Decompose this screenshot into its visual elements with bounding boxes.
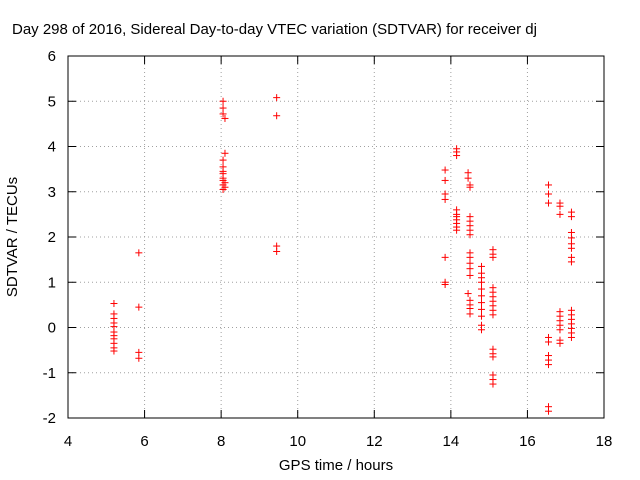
x-tick-label: 16 [519,433,536,450]
y-tick-label: -2 [43,410,56,427]
x-tick-label: 12 [366,433,383,450]
data-point [466,265,474,273]
data-point [477,285,485,293]
x-tick-label: 18 [596,433,613,450]
data-point [273,94,281,102]
data-point [544,199,552,207]
y-tick-label: 3 [48,184,56,201]
data-point [489,380,497,388]
data-point [544,407,552,415]
y-tick-label: 1 [48,274,56,291]
data-point [466,183,474,191]
y-tick-label: 4 [48,139,56,156]
data-point [464,174,472,182]
data-point [567,244,575,252]
data-point [273,112,281,120]
data-point [556,339,564,347]
data-point [453,226,461,234]
data-point [441,281,449,289]
data-point [110,300,118,308]
data-point [489,353,497,361]
x-tick-labels: 4 6 8 10 12 14 16 18 [64,433,613,450]
x-tick-label: 10 [289,433,306,450]
x-tick-label: 4 [64,433,72,450]
data-point [441,166,449,174]
data-point [567,333,575,341]
y-tick-labels: -2 -1 0 1 2 3 4 5 6 [43,48,56,427]
data-point [567,234,575,242]
data-point [544,338,552,346]
data-point [221,149,229,157]
data-point [135,348,143,356]
data-point [466,310,474,318]
data-point [544,181,552,189]
data-point [135,249,143,257]
chart-title: Day 298 of 2016, Sidereal Day-to-day VTE… [12,21,537,38]
data-point [441,253,449,261]
data-point [556,210,564,218]
data-point [567,258,575,266]
x-tick-label: 14 [443,433,460,450]
y-tick-label: 5 [48,93,56,110]
data-point [135,303,143,311]
data-point [441,176,449,184]
data-point [556,326,564,334]
plot-frame [67,55,605,419]
data-point [219,97,227,105]
data-point [219,104,227,112]
data-point [477,278,485,286]
x-axis-label: GPS time / hours [279,457,393,474]
data-point [219,185,227,193]
data-point [477,305,485,313]
x-tick-label: 6 [140,433,148,450]
data-point [477,299,485,307]
data-point [219,110,227,118]
data-point [477,312,485,320]
data-point [489,311,497,319]
data-point [135,354,143,362]
data-point [466,231,474,239]
data-point [556,202,564,210]
data-point [453,152,461,160]
y-tick-label: 0 [48,320,56,337]
data-point [110,347,118,355]
data-point [477,326,485,334]
data-point [544,190,552,198]
data-point [477,292,485,300]
data-point [464,290,472,298]
data-point [567,213,575,221]
y-axis-label: SDTVAR / TECUs [4,177,21,297]
x-tick-label: 8 [217,433,225,450]
data-point [219,156,227,164]
data-point [466,253,474,261]
data-point [544,361,552,369]
data-point [466,271,474,279]
grid-lines [68,56,604,418]
y-tick-label: -1 [43,365,56,382]
data-point [489,253,497,261]
y-tick-label: 2 [48,229,56,246]
data-point [273,247,281,255]
data-point [221,114,229,122]
data-point [441,195,449,203]
data-points [110,94,575,415]
y-tick-label: 6 [48,48,56,65]
data-point [477,262,485,270]
